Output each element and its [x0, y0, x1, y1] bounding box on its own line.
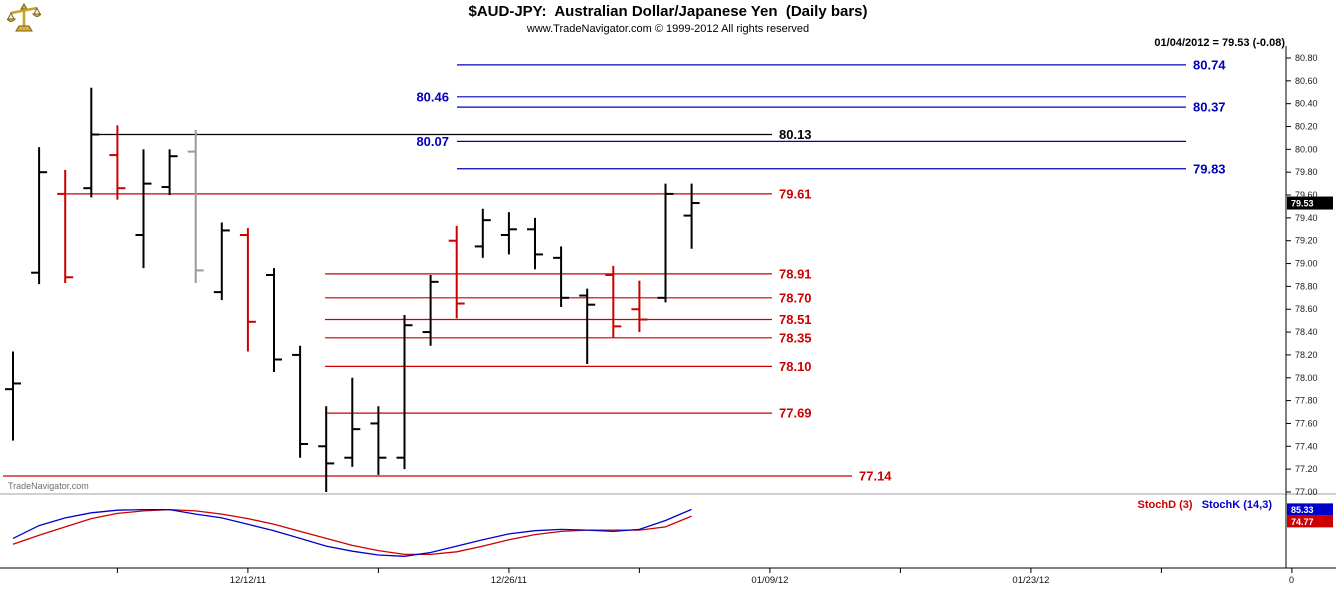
price-axis-label: 79.20	[1295, 236, 1318, 246]
level-label-79.83: 79.83	[1193, 161, 1226, 176]
price-axis-label: 78.00	[1295, 373, 1318, 383]
trade-navigator-logo-icon	[5, 3, 43, 33]
price-axis-label: 77.60	[1295, 418, 1318, 428]
price-axis-label: 80.80	[1295, 53, 1318, 63]
stoch-d-line	[12, 508, 692, 556]
price-axis-label: 80.20	[1295, 122, 1318, 132]
price-axis-label: 80.40	[1295, 99, 1318, 109]
price-axis-label: 77.80	[1295, 396, 1318, 406]
price-axis-label: 79.60	[1295, 190, 1318, 200]
level-label-80.46: 80.46	[416, 89, 449, 104]
level-label-78.51: 78.51	[779, 312, 812, 327]
date-axis-label: 12/26/11	[491, 575, 527, 586]
date-axis-label: 12/12/11	[230, 575, 266, 586]
date-axis-label: 01/09/12	[751, 575, 788, 586]
level-label-80.74: 80.74	[1193, 57, 1226, 72]
price-axis-label: 79.40	[1295, 213, 1318, 223]
price-axis-label: 78.60	[1295, 304, 1318, 314]
price-axis-label: 79.80	[1295, 167, 1318, 177]
price-axis-label: 77.00	[1295, 487, 1318, 497]
current-price-badge-value: 79.53	[1291, 199, 1314, 209]
chart-title: $AUD-JPY: Australian Dollar/Japanese Yen…	[468, 3, 868, 20]
date-axis-label: 01/23/12	[1012, 575, 1049, 586]
chart-subtitle: www.TradeNavigator.com © 1999-2012 All r…	[526, 23, 810, 35]
level-label-80.13: 80.13	[779, 127, 812, 142]
level-label-80.07: 80.07	[416, 134, 449, 149]
price-axis-label: 79.00	[1295, 259, 1318, 269]
level-label-78.91: 78.91	[779, 266, 812, 281]
stoch-k-line	[12, 508, 692, 557]
stoch-d-badge-value: 74.77	[1291, 517, 1314, 527]
level-label-79.61: 79.61	[779, 186, 812, 201]
last-trade-readout: 01/04/2012 = 79.53 (-0.08)	[1154, 37, 1285, 49]
stoch-d-badge	[1287, 515, 1333, 528]
level-label-78.35: 78.35	[779, 330, 812, 345]
level-label-77.69: 77.69	[779, 406, 812, 421]
price-axis-label: 77.20	[1295, 464, 1318, 474]
level-label-77.14: 77.14	[859, 468, 892, 483]
legend-spacer	[1193, 499, 1202, 511]
price-axis-label: 77.40	[1295, 441, 1318, 451]
level-label-78.10: 78.10	[779, 359, 812, 374]
stochk-label[interactable]: StochK (14,3)	[1201, 499, 1272, 511]
price-axis-label: 80.00	[1295, 144, 1318, 154]
price-axis-label: 78.40	[1295, 327, 1318, 337]
level-label-78.70: 78.70	[779, 290, 812, 305]
stochd-label[interactable]: StochD (3)	[1137, 499, 1193, 511]
current-price-badge	[1287, 196, 1333, 210]
level-label-80.37: 80.37	[1193, 100, 1226, 115]
watermark-text: TradeNavigator.com	[8, 481, 89, 491]
indicator-axis-zero-label: 0	[1289, 575, 1294, 585]
stoch-k-badge-value: 85.33	[1291, 505, 1314, 515]
price-axis-label: 78.80	[1295, 281, 1318, 291]
stoch-k-badge	[1287, 503, 1333, 516]
price-axis-label: 78.20	[1295, 350, 1318, 360]
indicator-legend: StochD (3) StochK (14,3)	[1138, 499, 1272, 511]
price-axis-label: 80.60	[1295, 76, 1318, 86]
